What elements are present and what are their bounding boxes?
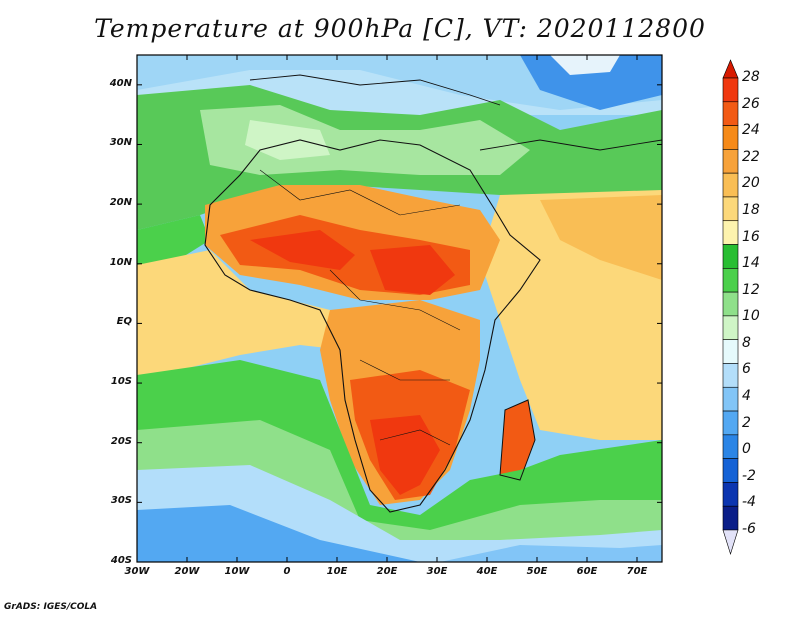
colorbar-level-label: -2 — [742, 467, 756, 484]
lat-label: 40N — [109, 77, 132, 89]
colorbar-level-label: 28 — [742, 69, 760, 85]
colorbar-level-label: 8 — [742, 334, 751, 351]
colorbar-level-label: 16 — [742, 228, 760, 245]
colorbar-level-label: -6 — [742, 521, 756, 537]
lon-label: 10E — [326, 566, 348, 577]
colorbar-level-label: 26 — [742, 95, 760, 112]
map-frame — [136, 54, 663, 563]
lon-label: 40E — [476, 566, 498, 577]
lon-label: 30E — [426, 566, 448, 577]
colorbar-level-label: 4 — [742, 388, 751, 405]
colorbar-swatch — [722, 77, 739, 103]
colorbar-level-label: -4 — [742, 494, 756, 511]
lon-label: 20W — [174, 566, 200, 577]
colorbar-swatch — [722, 291, 739, 317]
lat-label: EQ — [116, 316, 132, 328]
colorbar-level-label: 14 — [742, 255, 760, 272]
colorbar-level-label: 24 — [742, 122, 760, 139]
lat-label: 10S — [110, 376, 132, 388]
colorbar-swatch — [722, 220, 739, 245]
credit-text: GrADS: IGES/COLA — [4, 602, 98, 612]
colorbar-swatch — [722, 339, 739, 364]
colorbar-swatch — [722, 196, 739, 222]
lat-label: 20N — [109, 197, 132, 209]
colorbar-swatch — [722, 101, 739, 126]
lat-label: 20S — [110, 435, 132, 447]
lon-label: 50E — [526, 566, 548, 577]
colorbar-swatch — [722, 244, 739, 269]
colorbar-swatch — [722, 125, 739, 150]
temperature-field — [137, 55, 662, 562]
axis-ticks — [136, 55, 662, 563]
colorbar — [722, 59, 739, 556]
colorbar-swatch — [722, 363, 739, 388]
lon-label: 0 — [283, 566, 291, 577]
colorbar-level-label: 10 — [742, 308, 760, 325]
colorbar-swatch — [722, 458, 739, 483]
colorbar-swatch — [722, 149, 739, 174]
lat-label: 10N — [109, 256, 132, 268]
lon-label: 30W — [124, 566, 150, 577]
page-title: Temperature at 900hPa [C], VT: 202011280… — [94, 14, 706, 43]
colorbar-swatch — [722, 529, 739, 556]
colorbar-level-label: 6 — [742, 361, 751, 378]
colorbar-swatch — [722, 410, 739, 436]
colorbar-swatch — [722, 268, 739, 293]
colorbar-swatch — [722, 386, 739, 412]
lon-label: 10W — [224, 566, 250, 577]
colorbar-level-label: 2 — [742, 414, 751, 431]
lat-label: 40S — [110, 555, 132, 566]
colorbar-level-label: 12 — [742, 281, 760, 298]
colorbar-level-label: 0 — [742, 441, 751, 458]
lon-label: 20E — [376, 566, 398, 577]
colorbar-swatch — [722, 172, 739, 198]
lat-label: 30S — [110, 495, 132, 507]
colorbar-level-label: 20 — [742, 175, 760, 192]
colorbar-level-label: 18 — [742, 201, 760, 218]
lon-label: 60E — [576, 566, 598, 577]
colorbar-swatch — [722, 434, 739, 459]
colorbar-swatch — [722, 315, 739, 340]
colorbar-swatch — [722, 505, 739, 531]
colorbar-level-label: 22 — [742, 148, 760, 165]
colorbar-swatch — [722, 482, 739, 507]
lat-label: 30N — [109, 137, 132, 149]
lon-label: 70E — [626, 566, 648, 577]
colorbar-swatch — [722, 59, 739, 79]
